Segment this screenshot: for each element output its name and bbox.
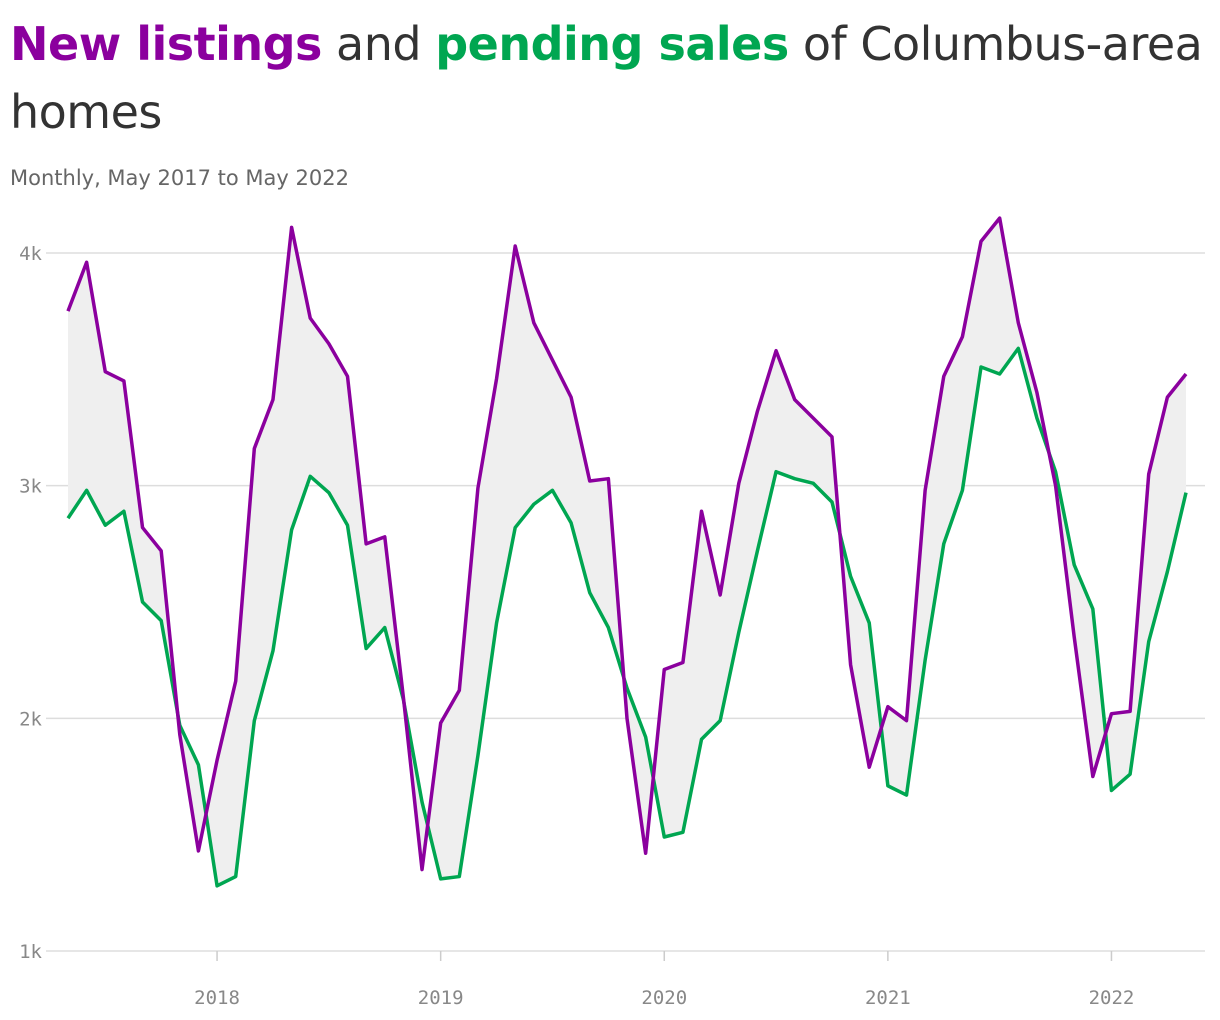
x-tick: 2019 xyxy=(418,987,464,1009)
line-chart: 2018 2019 2020 2021 2022 1k 2k 3k 4k xyxy=(19,216,1205,1009)
y-tick-label: 1k xyxy=(19,941,42,963)
x-axis: 2018 2019 2020 2021 2022 xyxy=(194,951,1134,1009)
chart-title: New listings and pending sales of Columb… xyxy=(10,10,1210,146)
y-tick-label: 2k xyxy=(19,708,42,730)
y-tick-label: 3k xyxy=(19,476,42,498)
gridlines xyxy=(46,252,1205,952)
y-tick: 3k xyxy=(19,476,42,498)
title-rest: of Columbus-area homes xyxy=(10,17,1203,139)
title-pending-sales: pending sales xyxy=(435,17,789,71)
y-tick-label: 4k xyxy=(19,243,42,265)
y-axis: 1k 2k 3k 4k xyxy=(19,243,42,963)
x-tick: 2020 xyxy=(641,987,687,1009)
x-tick-label: 2018 xyxy=(194,987,240,1009)
pending-sales-line xyxy=(66,346,1188,888)
x-tick: 2022 xyxy=(1089,987,1135,1009)
x-tick-label: 2020 xyxy=(641,987,687,1009)
y-tick: 2k xyxy=(19,708,42,730)
x-tick: 2021 xyxy=(865,987,911,1009)
title-connector: and xyxy=(321,17,436,71)
chart-subtitle: Monthly, May 2017 to May 2022 xyxy=(10,166,349,190)
title-new-listings: New listings xyxy=(10,17,322,71)
series-lines xyxy=(66,216,1188,888)
x-tick: 2018 xyxy=(194,987,240,1009)
new-listings-line xyxy=(66,216,1188,872)
y-tick: 1k xyxy=(19,941,42,963)
x-tick-label: 2022 xyxy=(1089,987,1135,1009)
x-tick-label: 2019 xyxy=(418,987,464,1009)
y-tick: 4k xyxy=(19,243,42,265)
x-tick-label: 2021 xyxy=(865,987,911,1009)
